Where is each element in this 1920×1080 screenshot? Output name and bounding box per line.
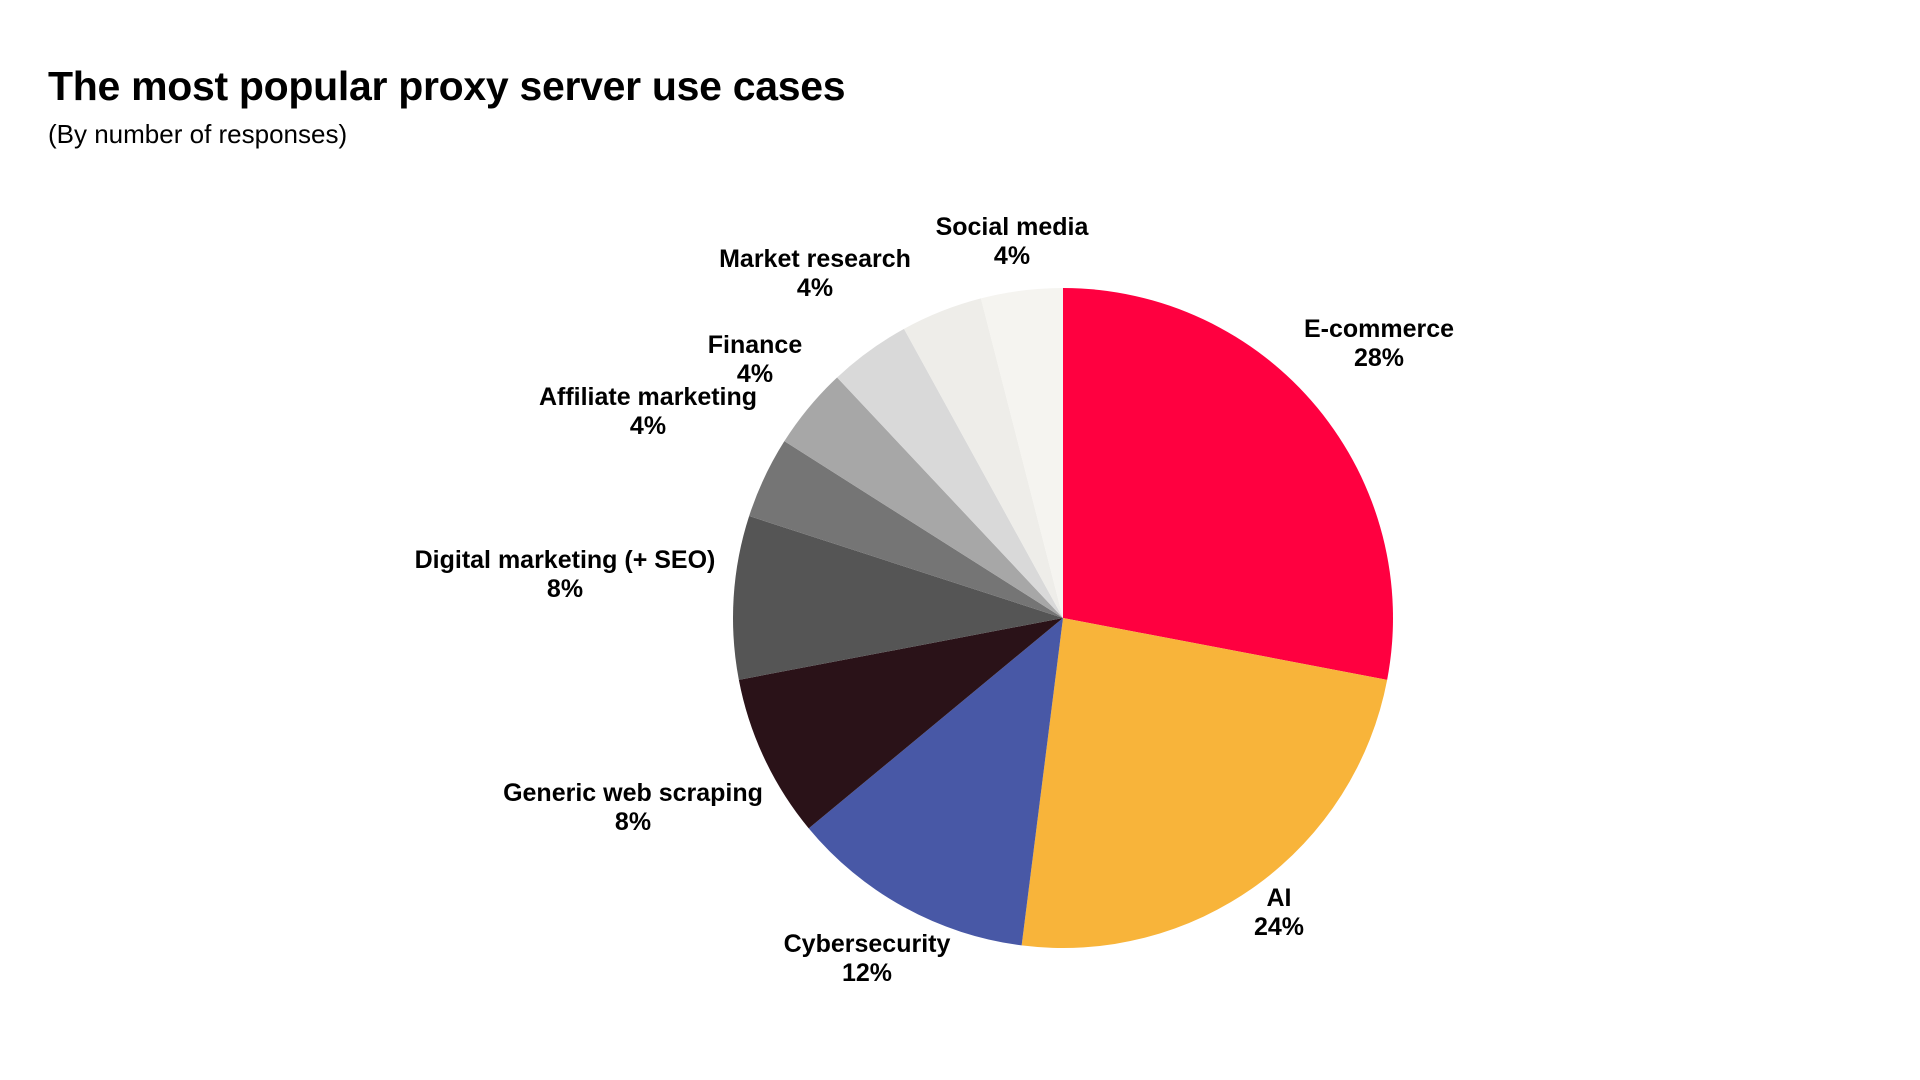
chart-subtitle: (By number of responses) (48, 119, 348, 149)
pie-slice-market-research (837, 328, 1063, 618)
slice-label-social-media: Social media (936, 213, 1090, 241)
chart-header: The most popular proxy server use cases … (48, 60, 846, 150)
slice-label-cybersecurity: Cybersecurity (784, 930, 951, 958)
slice-label-e-commerce: E-commerce (1304, 315, 1454, 343)
slice-label-generic-web-scraping: Generic web scraping (503, 779, 763, 807)
slice-value-digital-marketing-seo: 8% (547, 575, 583, 603)
pie-slice-e-commerce (1063, 288, 1393, 680)
slice-value-market-research: 4% (797, 274, 833, 302)
slice-value-social-media: 4% (994, 242, 1030, 270)
slice-label-market-research: Market research (719, 245, 911, 273)
chart-title: The most popular proxy server use cases (48, 63, 846, 109)
slice-label-finance: Finance (708, 331, 803, 359)
pie-slice-ai (1021, 618, 1388, 949)
slice-value-affiliate-marketing: 4% (630, 412, 666, 440)
slice-label-digital-marketing-seo: Digital marketing (+ SEO) (415, 546, 716, 574)
pie-slice-generic-web-scraping (738, 618, 1063, 829)
pie-slice-finance (784, 377, 1063, 618)
slice-label-affiliate-marketing: Affiliate marketing (539, 383, 757, 411)
slice-value-generic-web-scraping: 8% (615, 808, 651, 836)
slice-label-ai: AI (1267, 884, 1292, 912)
pie-slice-cybersecurity (808, 618, 1063, 946)
pie-slices (733, 288, 1393, 949)
slice-value-e-commerce: 28% (1354, 344, 1404, 372)
slice-value-finance: 4% (737, 360, 773, 388)
slice-value-cybersecurity: 12% (842, 959, 892, 987)
pie-slice-digital-marketing-seo (733, 516, 1063, 680)
pie-slice-affiliate-marketing (749, 441, 1063, 618)
slice-value-ai: 24% (1254, 913, 1304, 941)
pie-slice-unlabeled (980, 288, 1063, 618)
pie-slice-social-media (904, 298, 1063, 618)
